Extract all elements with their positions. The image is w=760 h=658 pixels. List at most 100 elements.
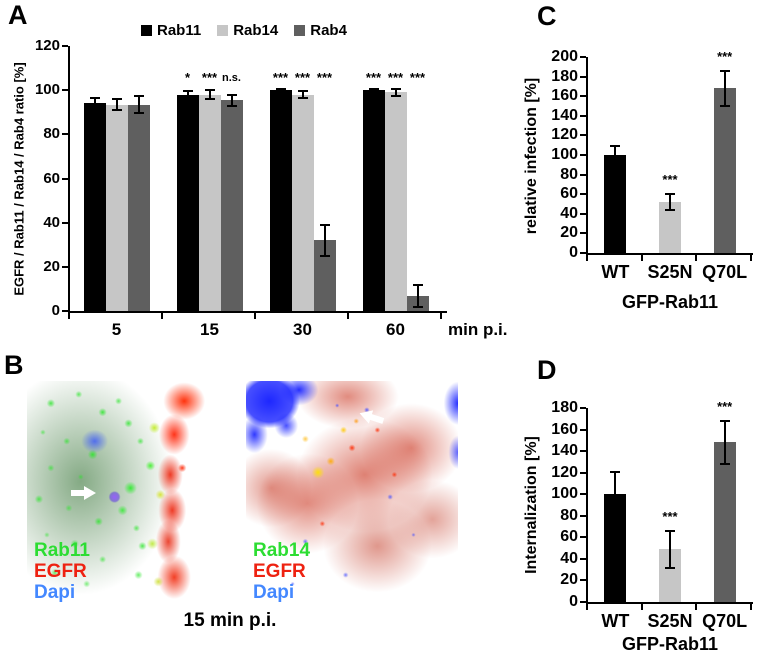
y-tick-label: 120 (551, 126, 578, 144)
chart-c-x-axis-label: GFP-Rab11 (621, 292, 719, 312)
bar (362, 90, 385, 311)
y-tick-label: 120 (551, 463, 578, 481)
y-tick-label: 80 (43, 125, 60, 143)
error-bar-cap (111, 98, 122, 100)
y-tick (62, 221, 68, 224)
significance-label: *** (662, 172, 678, 188)
error-bar-cap (665, 566, 675, 569)
legend-item-rab11: Rab11 (141, 22, 201, 39)
error-bar-cap (719, 105, 730, 107)
x-tick (640, 602, 643, 610)
significance-label: *** (409, 70, 426, 85)
x-tick (347, 311, 349, 319)
y-tick (62, 265, 68, 268)
error-bar-line (137, 95, 140, 114)
y-tick (580, 252, 586, 254)
error-bar-cap (719, 69, 730, 72)
y-tick (580, 173, 586, 176)
channel-label-dapi: Dapi (253, 582, 295, 603)
bar (313, 240, 336, 311)
x-tick (640, 253, 643, 261)
y-tick-label: 0 (51, 302, 60, 319)
error-bar-cap (226, 104, 237, 107)
y-tick (580, 193, 586, 196)
x-category-label: 30 (293, 320, 312, 339)
fluorescence-image-rab14: Rab14 EGFR Dapi (246, 381, 458, 604)
panel-b-label: B (4, 350, 24, 380)
error-bar-line (301, 91, 304, 98)
x-tick (161, 311, 163, 319)
x-axis-line (68, 311, 447, 313)
error-bar-cap (390, 88, 401, 91)
x-tick (586, 253, 588, 261)
legend-label: Rab11 (157, 22, 202, 39)
y-tick (580, 450, 586, 453)
y-tick (580, 536, 586, 539)
bar (127, 104, 150, 311)
error-bar-line (723, 70, 726, 106)
error-bar-cap (226, 93, 237, 96)
error-bar-cap (204, 89, 215, 92)
y-tick-label: 180 (551, 399, 578, 416)
x-tick (750, 253, 752, 261)
y-tick (580, 134, 586, 137)
error-bar-line (323, 224, 326, 256)
legend-swatch (141, 25, 152, 36)
channel-label-dapi: Dapi (34, 582, 76, 603)
y-tick-label: 80 (560, 165, 578, 183)
error-bar-line (186, 91, 189, 98)
y-tick-label: 140 (551, 442, 578, 460)
y-tick-label: 160 (551, 87, 578, 105)
y-tick-label: 40 (560, 204, 578, 222)
significance-label: *** (316, 70, 333, 85)
y-tick (580, 114, 586, 117)
significance-label: *** (717, 398, 733, 414)
x-axis-line (586, 253, 753, 255)
bar (83, 103, 106, 311)
error-bar-line (279, 88, 282, 92)
y-axis-line (68, 46, 70, 313)
y-axis-line (586, 408, 588, 604)
channel-label-egfr: EGFR (34, 561, 87, 582)
y-tick-label: 120 (34, 37, 60, 54)
bar (291, 94, 314, 311)
y-tick (580, 471, 586, 474)
bar (269, 90, 292, 311)
error-bar-line (372, 89, 375, 92)
error-bar-line (614, 471, 617, 517)
error-bar-cap (610, 515, 621, 518)
error-bar-cap (133, 112, 144, 115)
y-tick-label: 180 (551, 67, 578, 85)
bar (604, 494, 627, 602)
bar (659, 202, 681, 253)
y-tick (62, 310, 68, 312)
x-category-label: 60 (386, 320, 405, 339)
error-bar-cap (368, 90, 379, 93)
bar (713, 442, 736, 602)
error-bar-cap (665, 208, 675, 211)
error-bar-line (115, 99, 118, 111)
x-tick (586, 602, 588, 610)
bar (604, 155, 627, 253)
y-tick-label: 0 (569, 593, 578, 610)
error-bar-cap (610, 145, 621, 148)
y-tick-label: 20 (560, 224, 578, 242)
significance-label: * (184, 70, 191, 85)
x-tick (750, 602, 752, 610)
y-tick-label: 60 (560, 528, 578, 546)
y-tick-label: 40 (560, 549, 578, 567)
y-tick-label: 60 (43, 169, 60, 187)
y-tick-label: 0 (569, 244, 578, 261)
y-tick (580, 95, 586, 98)
error-bar-cap (133, 94, 144, 97)
error-bar-cap (390, 94, 401, 97)
y-tick-label: 160 (551, 420, 578, 438)
significance-label: *** (294, 70, 311, 85)
y-tick-label: 100 (551, 146, 578, 163)
bar (176, 94, 199, 311)
error-bar-line (723, 420, 726, 465)
bar (659, 549, 681, 602)
error-bar-line (93, 97, 96, 109)
channel-label-rab14: Rab14 (253, 540, 311, 561)
error-bar-cap (89, 96, 100, 99)
